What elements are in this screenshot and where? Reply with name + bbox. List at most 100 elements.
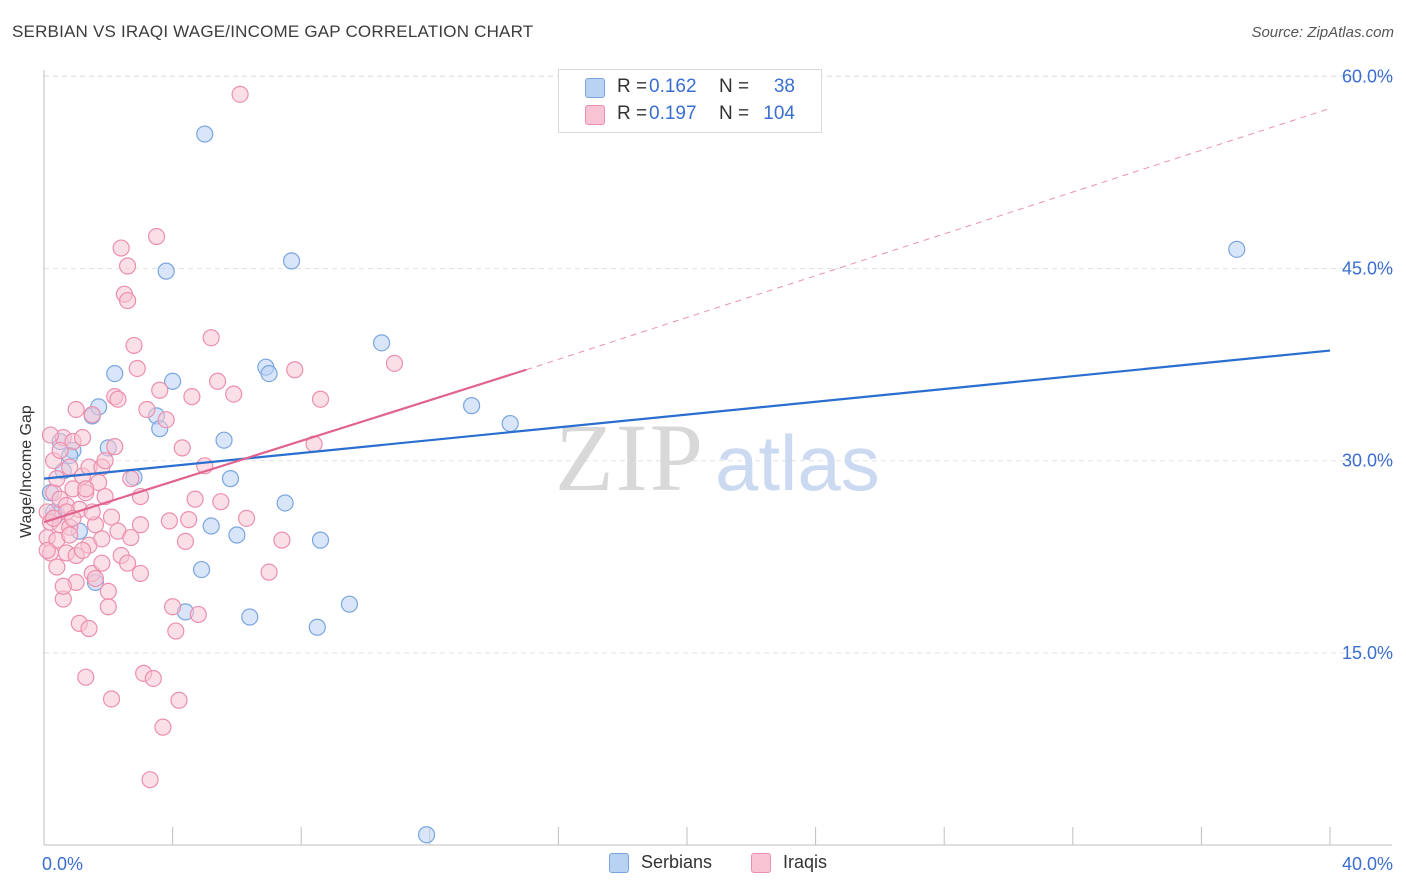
iraqi-point <box>260 563 278 581</box>
iraqi-point <box>77 480 95 498</box>
iraqi-point <box>180 511 198 529</box>
iraqi-point <box>157 411 175 429</box>
y-tick-label: 30.0% <box>1342 451 1393 471</box>
iraqi-point <box>118 554 137 572</box>
legend-r-label: R = <box>617 76 648 97</box>
iraqi-point <box>125 336 143 355</box>
iraqi-point <box>144 669 162 688</box>
serbian-point <box>501 414 519 433</box>
iraqi-point <box>118 291 137 310</box>
legend-r-value: 0.197 <box>649 103 697 124</box>
serbian-point <box>276 494 294 512</box>
legend-n-label: N = <box>719 76 750 97</box>
iraqi-point <box>286 361 304 379</box>
serbian-point <box>157 262 175 280</box>
serbian-point <box>462 397 481 415</box>
iraqi-point <box>170 691 188 709</box>
serbian-point <box>282 252 301 270</box>
chart-source: Source: ZipAtlas.com <box>1251 24 1394 41</box>
iraqi-point <box>106 438 124 456</box>
serbians-trend-line <box>43 349 1331 480</box>
bottom-legend-label-serbians: Serbians <box>641 852 713 872</box>
trend-lines <box>43 107 1331 524</box>
bottom-legend-label-iraqis: Iraqis <box>783 852 828 872</box>
iraqi-point <box>189 605 207 624</box>
serbian-point <box>164 372 182 390</box>
serbian-point <box>241 608 259 626</box>
chart-title: SERBIAN VS IRAQI WAGE/INCOME GAP CORRELA… <box>12 22 534 41</box>
iraqi-point <box>225 385 243 403</box>
iraqi-point <box>67 400 85 419</box>
watermark-atlas: atlas <box>715 419 880 507</box>
x-tick-labels: 0.0% 40.0% <box>42 854 1393 874</box>
iraqi-point <box>209 372 227 390</box>
iraqi-point <box>41 426 60 444</box>
series-iraqis <box>38 85 404 789</box>
iraqi-point <box>202 329 220 347</box>
serbian-point <box>340 595 359 613</box>
x-tick-label-max: 40.0% <box>1342 854 1393 874</box>
iraqi-point <box>51 441 69 460</box>
y-axis-title: Wage/Income Gap <box>18 405 35 538</box>
watermark: ZIP atlas <box>555 404 880 511</box>
iraqi-point <box>73 429 92 447</box>
serbian-point <box>1228 240 1246 258</box>
serbian-point <box>196 125 214 143</box>
iraqi-point <box>61 526 79 544</box>
serbian-point <box>202 517 220 535</box>
iraqi-point <box>93 530 111 548</box>
iraqi-point <box>112 239 130 257</box>
iraqi-point <box>186 490 204 508</box>
iraqi-point <box>86 569 105 588</box>
legend-swatch-serbians <box>585 78 605 98</box>
iraqi-point <box>160 512 178 530</box>
iraqi-point <box>311 390 330 408</box>
iraqi-point <box>54 577 72 595</box>
iraqi-point <box>385 354 404 372</box>
axes <box>43 70 1392 846</box>
serbian-point <box>308 618 326 636</box>
bottom-legend-swatch-serbians <box>609 853 629 873</box>
serbian-point <box>228 526 246 544</box>
iraqi-point <box>154 718 172 736</box>
y-tick-label: 45.0% <box>1342 259 1393 279</box>
iraqi-point <box>80 619 98 638</box>
serbian-point <box>311 531 330 549</box>
iraqi-point <box>138 400 156 419</box>
iraqi-point <box>128 359 146 378</box>
iraqi-point <box>109 390 127 408</box>
legend-n-label: N = <box>719 103 750 124</box>
iraqi-point <box>38 541 56 559</box>
iraqi-point <box>173 439 191 457</box>
serbian-point <box>192 560 211 579</box>
iraqi-point <box>147 227 166 246</box>
iraqi-point <box>212 493 230 511</box>
iraqi-point <box>167 622 185 640</box>
iraqi-point <box>93 554 111 572</box>
iraqi-point <box>176 532 195 551</box>
iraqi-point <box>48 558 66 576</box>
serbian-point <box>221 470 240 488</box>
iraqi-point <box>151 381 169 399</box>
iraqi-point <box>131 564 150 583</box>
y-tick-label: 60.0% <box>1342 66 1393 86</box>
iraqi-point <box>77 668 95 686</box>
iraqi-point <box>99 598 117 616</box>
iraqi-point <box>102 690 121 708</box>
legend-r-label: R = <box>617 103 648 124</box>
legend-swatch-iraqis <box>585 105 605 125</box>
iraqi-point <box>141 771 159 789</box>
iraqi-point <box>122 528 140 547</box>
iraqi-point <box>102 508 121 526</box>
iraqi-point <box>273 531 291 549</box>
iraqi-point <box>96 452 114 470</box>
legend-n-value: 38 <box>773 76 795 97</box>
iraqi-point <box>131 516 150 534</box>
x-tick-label-min: 0.0% <box>42 854 83 874</box>
iraqis-trend-line <box>43 368 527 524</box>
serbian-point <box>260 364 278 383</box>
iraqi-point <box>73 541 92 559</box>
iraqi-point <box>99 582 117 600</box>
y-tick-label: 15.0% <box>1342 643 1393 663</box>
legend-r-value: 0.162 <box>649 76 697 97</box>
